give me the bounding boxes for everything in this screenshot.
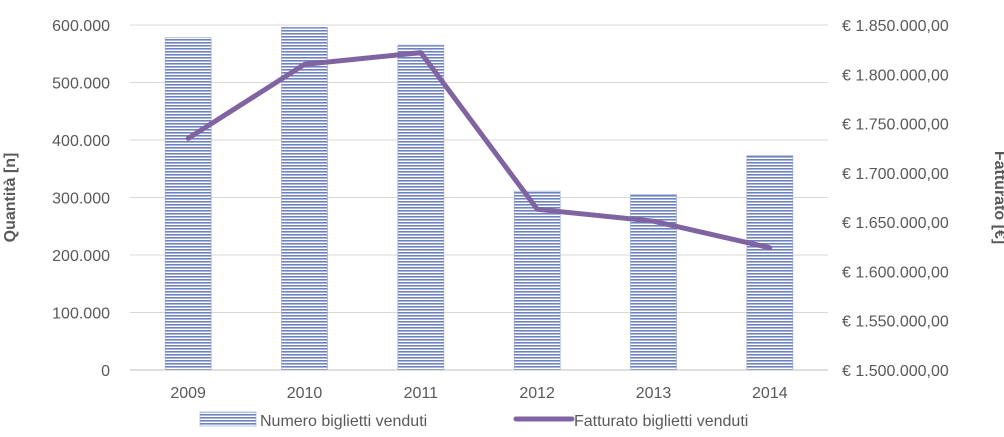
tick-labels: 0 100.000 200.000 300.000 400.000 500.000 600.… xyxy=(2,18,1004,402)
y2-tick-label: € 1.800.000,00 xyxy=(842,67,949,84)
y2-tick-label: € 1.500.000,00 xyxy=(842,363,949,380)
legend-line-label: Fatturato biglietti venduti xyxy=(574,413,748,430)
y-tick-label: 100.000 xyxy=(52,306,110,323)
y-tick-label: 200.000 xyxy=(52,248,110,265)
y2-tick-label: € 1.700.000,00 xyxy=(842,166,949,183)
gridlines xyxy=(130,25,828,313)
y-tick-label: 0 xyxy=(101,363,110,380)
y2-tick-label: € 1.750.000,00 xyxy=(842,117,949,134)
y-tick-label: 400.000 xyxy=(52,133,110,150)
legend-bar-swatch xyxy=(200,412,256,426)
y-axis-title: Quantità [n] xyxy=(2,153,19,243)
line-series xyxy=(188,53,770,248)
bar-2012 xyxy=(514,191,560,370)
x-tick-label: 2013 xyxy=(636,385,672,402)
x-tick-label: 2011 xyxy=(404,385,439,402)
y2-axis-title: Fatturato [€] xyxy=(991,151,1004,244)
y-tick-label: 600.000 xyxy=(52,18,110,35)
fatturato-line xyxy=(188,53,770,248)
y2-tick-label: € 1.600.000,00 xyxy=(842,264,949,281)
bar-2010 xyxy=(282,27,328,370)
x-tick-label: 2009 xyxy=(170,385,206,402)
legend-bar-label: Numero biglietti venduti xyxy=(260,413,427,430)
x-tick-label: 2014 xyxy=(752,385,788,402)
y-tick-label: 500.000 xyxy=(52,76,110,93)
x-tick-label: 2010 xyxy=(287,385,323,402)
x-tick-label: 2012 xyxy=(519,385,555,402)
y2-tick-label: € 1.650.000,00 xyxy=(842,215,949,232)
y-tick-label: 300.000 xyxy=(52,191,110,208)
y2-tick-label: € 1.850.000,00 xyxy=(842,18,949,35)
y2-tick-label: € 1.550.000,00 xyxy=(842,314,949,331)
bar-2014 xyxy=(747,156,793,370)
bar-2011 xyxy=(398,45,444,370)
legend: Numero biglietti venduti Fatturato biglie… xyxy=(200,412,748,430)
bar-series xyxy=(165,27,793,370)
bar-2009 xyxy=(165,38,211,370)
